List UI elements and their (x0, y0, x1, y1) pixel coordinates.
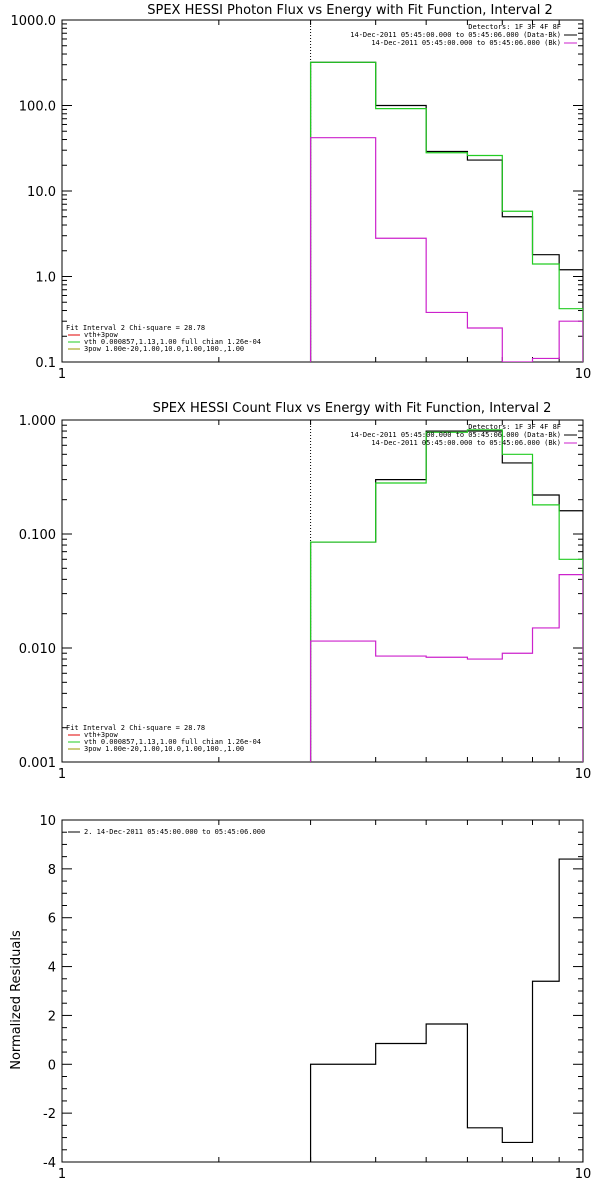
legend-right-entry: 14-Dec-2011 05:45:00.000 to 05:45:06.000… (371, 439, 561, 447)
y-tick-label: 0.1 (35, 356, 56, 371)
residuals-ylabel: Normalized Residuals (9, 930, 24, 1070)
legend-left-entry: 3pow 1.00e-20,1.00,10.0,1.00,100.,1.00 (84, 345, 244, 353)
plot-frame (61, 19, 584, 363)
series-group (309, 61, 583, 362)
y-tick-label: 0.001 (19, 756, 56, 771)
y-tick-label: 0 (48, 1058, 56, 1073)
y-tick-label: 1000.0 (11, 14, 57, 29)
y-tick-label: 100.0 (19, 100, 56, 115)
legend-left-entry: vth 0.000857,1.13,1.00 full chian 1.26e-… (84, 738, 261, 746)
y-tick-label: 10.0 (27, 185, 56, 200)
series-black-line (309, 430, 583, 762)
y-tick-label: 10 (39, 814, 56, 829)
legend-left-entry: vth+3pow (84, 331, 119, 339)
legend-left-entry: vth 0.000857,1.13,1.00 full chian 1.26e-… (84, 338, 261, 346)
y-tick-label: 8 (48, 863, 56, 878)
series-group (309, 429, 583, 762)
count-flux-title: SPEX HESSI Count Flux vs Energy with Fit… (153, 401, 552, 416)
legend-left-entry: vth+3pow (84, 731, 119, 739)
y-tick-label: 2 (48, 1009, 56, 1024)
y-tick-label: 4 (48, 961, 56, 976)
plot-frame (61, 819, 584, 1163)
series-magenta-line (309, 137, 583, 362)
series-green-line (309, 429, 583, 762)
y-tick-label: -4 (43, 1156, 56, 1171)
y-tick-label: 0.010 (19, 642, 56, 657)
legend-left-entry: 3pow 1.00e-20,1.00,10.0,1.00,100.,1.00 (84, 745, 244, 753)
y-tick-label: 1.0 (35, 271, 56, 286)
x-tick-label: 10 (575, 367, 592, 382)
photon-flux-title: SPEX HESSI Photon Flux vs Energy with Fi… (147, 3, 553, 18)
x-tick-label: 1 (58, 367, 66, 382)
y-tick-label: 1.000 (19, 414, 56, 429)
legend-right-entry: 14-Dec-2011 05:45:00.000 to 05:45:06.000… (350, 31, 561, 39)
plot-frame (61, 419, 584, 763)
x-tick-label: 10 (575, 1167, 592, 1182)
series-magenta-line (309, 574, 583, 762)
photon-flux-panel: SPEX HESSI Photon Flux vs Energy with Fi… (11, 3, 592, 382)
series-black-line (309, 61, 583, 362)
x-tick-label: 1 (58, 767, 66, 782)
legend-right-entry: Detectors: 1F 3F 4F 8F (468, 23, 561, 31)
legend-right-entry: 14-Dec-2011 05:45:00.000 to 05:45:06.000… (350, 431, 561, 439)
y-tick-label: 0.100 (19, 528, 56, 543)
y-tick-label: 6 (48, 912, 56, 927)
legend-right-entry: Detectors: 1F 3F 4F 8F (468, 423, 561, 431)
y-tick-label: -2 (43, 1107, 56, 1122)
series-black-line (309, 858, 583, 1162)
legend-left-entry: Fit Interval 2 Chi-square = 28.78 (66, 724, 205, 732)
x-tick-label: 1 (58, 1167, 66, 1182)
series-green-line (309, 61, 583, 362)
residuals-panel: Normalized Residuals 1 10 -4 -2 0 2 4 6 8 10 2. 14… (9, 814, 591, 1182)
count-flux-panel: SPEX HESSI Count Flux vs Energy with Fit… (19, 401, 591, 782)
legend-left-entry: Fit Interval 2 Chi-square = 28.78 (66, 324, 205, 332)
legend-right-entry: 14-Dec-2011 05:45:00.000 to 05:45:06.000… (371, 39, 561, 47)
series-group (309, 858, 583, 1162)
legend-left-entry: 2. 14-Dec-2011 05:45:00.000 to 05:45:06.… (84, 828, 265, 836)
x-tick-label: 10 (575, 767, 592, 782)
